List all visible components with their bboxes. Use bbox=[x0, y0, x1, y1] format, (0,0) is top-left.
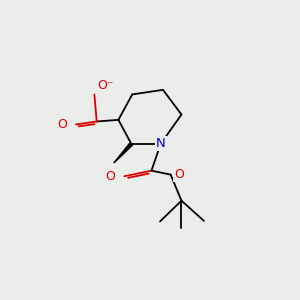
Text: O: O bbox=[57, 118, 67, 131]
Text: O⁻: O⁻ bbox=[97, 79, 114, 92]
Polygon shape bbox=[114, 143, 133, 163]
Text: O: O bbox=[174, 168, 184, 181]
Text: O: O bbox=[105, 170, 115, 183]
Text: N: N bbox=[156, 137, 166, 150]
